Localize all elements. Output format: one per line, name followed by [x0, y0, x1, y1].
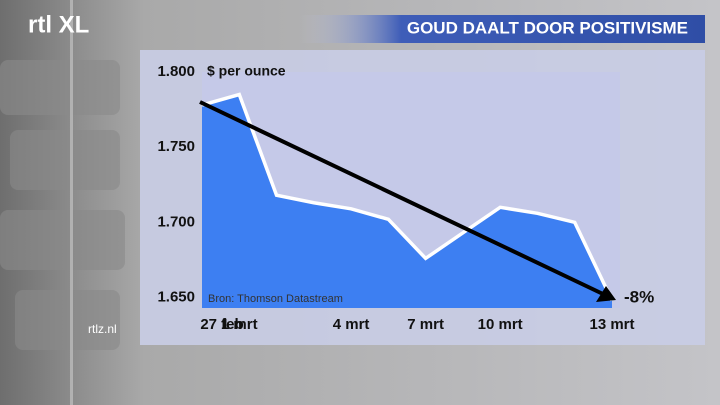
y-axis-label: $ per ounce	[207, 63, 286, 79]
x-tick-label: 10 mrt	[478, 316, 523, 333]
y-tick-label: 1.700	[157, 213, 195, 230]
source: Bron: Thomson Datastream	[208, 293, 343, 305]
y-tick-label: 1.800	[157, 63, 195, 80]
line	[201, 92, 614, 302]
x-tick-label: 13 mrt	[589, 316, 634, 333]
area	[202, 94, 612, 309]
annotation: -8%	[624, 287, 654, 306]
arrow-head	[596, 286, 616, 302]
x-tick-label: 1 mrt	[221, 316, 258, 333]
x-tick-label: 7 mrt	[407, 316, 444, 333]
gold-bars	[0, 60, 125, 350]
logo: rtl XL	[28, 11, 89, 38]
stripe	[70, 0, 73, 405]
title-bar	[300, 15, 705, 43]
site: rtlz.nl	[88, 322, 117, 336]
x-tick-label: 4 mrt	[333, 316, 370, 333]
y-tick-label: 1.650	[157, 288, 195, 305]
y-tick-label: 1.750	[157, 138, 195, 155]
chart-title: GOUD DAALT DOOR POSITIVISME	[407, 18, 688, 37]
trend-arrow	[199, 100, 604, 296]
x-tick-label: 27 feb	[200, 316, 243, 333]
